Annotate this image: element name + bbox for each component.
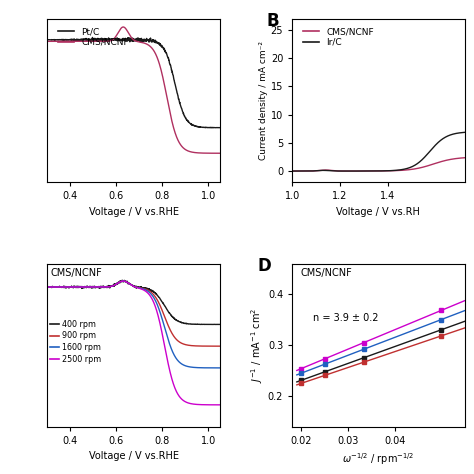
X-axis label: Voltage / V vs.RHE: Voltage / V vs.RHE [89,207,179,217]
X-axis label: $\omega^{-1/2}$ / rpm$^{-1/2}$: $\omega^{-1/2}$ / rpm$^{-1/2}$ [342,451,414,467]
Text: n = 3.9 ± 0.2: n = 3.9 ± 0.2 [313,313,378,323]
Y-axis label: Current density / mA cm⁻²: Current density / mA cm⁻² [259,41,268,160]
Legend: Pt/C, CMS/NCNF: Pt/C, CMS/NCNF [57,27,130,48]
Legend: CMS/NCNF, Ir/C: CMS/NCNF, Ir/C [302,27,375,48]
X-axis label: Voltage / V vs.RH: Voltage / V vs.RH [337,207,420,217]
Text: CMS/NCNF: CMS/NCNF [301,268,353,278]
Text: D: D [258,257,272,275]
Legend: 400 rpm, 900 rpm, 1600 rpm, 2500 rpm: 400 rpm, 900 rpm, 1600 rpm, 2500 rpm [50,319,101,364]
Y-axis label: $J^{-1}$ / mA$^{-1}$ cm$^{2}$: $J^{-1}$ / mA$^{-1}$ cm$^{2}$ [249,308,265,383]
Text: B: B [266,12,279,30]
Text: CMS/NCNF: CMS/NCNF [51,268,102,278]
X-axis label: Voltage / V vs.RHE: Voltage / V vs.RHE [89,451,179,461]
